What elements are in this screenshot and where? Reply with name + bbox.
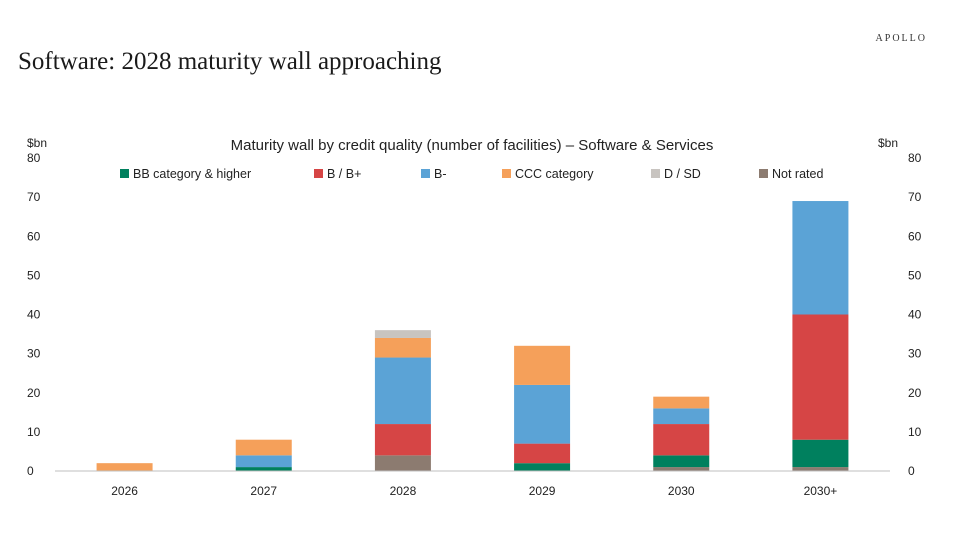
bar-segment-not-rated-2030 — [792, 467, 849, 471]
bar-segment-b--2030 — [653, 408, 710, 425]
y-tick-left: 80 — [27, 151, 41, 165]
chart-title: Maturity wall by credit quality (number … — [231, 137, 714, 154]
y-axis-label-left: $bn — [27, 136, 47, 150]
y-tick-right: 10 — [908, 425, 922, 439]
bar-segment-bb-category-higher-2030 — [653, 455, 710, 468]
y-tick-right: 20 — [908, 386, 922, 400]
bar-segment-bb-category-higher-2027 — [235, 467, 292, 471]
legend-swatch — [120, 169, 129, 178]
bar-segment-ccc-category-2027 — [235, 439, 292, 456]
legend-swatch — [759, 169, 768, 178]
bars — [96, 201, 849, 471]
legend-swatch — [421, 169, 430, 178]
bar-segment-b--2029 — [514, 384, 571, 444]
bar-segment-b--2030 — [792, 201, 849, 315]
y-tick-right: 60 — [908, 229, 922, 243]
bar-segment-b-b--2028 — [374, 424, 431, 456]
legend-label: Not rated — [772, 167, 823, 181]
y-tick-right: 70 — [908, 190, 922, 204]
bar-segment-b-b--2030 — [792, 314, 849, 440]
page-title: Software: 2028 maturity wall approaching — [18, 48, 442, 75]
x-tick-label: 2030 — [668, 484, 695, 498]
x-tick-label: 2026 — [111, 484, 138, 498]
y-tick-right: 30 — [908, 347, 922, 361]
y-axis-left: 0 10 20 30 40 50 60 70 80 — [27, 151, 41, 478]
bar-segment-b--2028 — [374, 357, 431, 425]
x-tick-label: 2028 — [390, 484, 417, 498]
y-tick-left: 50 — [27, 268, 41, 282]
y-tick-right: 50 — [908, 268, 922, 282]
x-tick-label: 2029 — [529, 484, 556, 498]
legend-label: CCC category — [515, 167, 594, 181]
bar-segment-ccc-category-2026 — [96, 463, 153, 471]
legend-label: B- — [434, 167, 447, 181]
y-tick-left: 70 — [27, 190, 41, 204]
legend-swatch — [314, 169, 323, 178]
x-tick-label: 2030+ — [804, 484, 838, 498]
bar-segment-ccc-category-2028 — [374, 337, 431, 358]
y-tick-right: 80 — [908, 151, 922, 165]
bar-segment-not-rated-2030 — [653, 467, 710, 471]
y-tick-left: 0 — [27, 464, 34, 478]
bar-segment-ccc-category-2030 — [653, 396, 710, 409]
y-tick-left: 10 — [27, 425, 41, 439]
bar-segment-b-b--2030 — [653, 424, 710, 456]
bar-segment-d-sd-2028 — [374, 330, 431, 338]
bar-segment-b--2027 — [235, 455, 292, 468]
y-tick-left: 40 — [27, 308, 41, 322]
bar-segment-ccc-category-2029 — [514, 345, 571, 385]
y-axis-label-right: $bn — [878, 136, 898, 150]
y-tick-left: 20 — [27, 386, 41, 400]
y-axis-right: 0 10 20 30 40 50 60 70 80 — [908, 151, 922, 478]
y-tick-left: 60 — [27, 229, 41, 243]
y-tick-left: 30 — [27, 347, 41, 361]
x-axis: 2026 2027 2028 2029 2030 2030+ — [111, 484, 837, 498]
legend-label: BB category & higher — [133, 167, 251, 181]
legend-label: B / B+ — [327, 167, 361, 181]
x-tick-label: 2027 — [250, 484, 277, 498]
bar-segment-bb-category-higher-2030 — [792, 439, 849, 468]
bar-segment-bb-category-higher-2029 — [514, 463, 571, 471]
y-tick-right: 0 — [908, 464, 915, 478]
legend: BB category & higher B / B+ B- CCC category… — [120, 167, 823, 181]
legend-swatch — [502, 169, 511, 178]
bar-segment-b-b--2029 — [514, 443, 571, 464]
bar-segment-not-rated-2028 — [374, 455, 431, 471]
legend-label: D / SD — [664, 167, 701, 181]
legend-swatch — [651, 169, 660, 178]
y-tick-right: 40 — [908, 308, 922, 322]
brand-logo: APOLLO — [875, 33, 927, 44]
